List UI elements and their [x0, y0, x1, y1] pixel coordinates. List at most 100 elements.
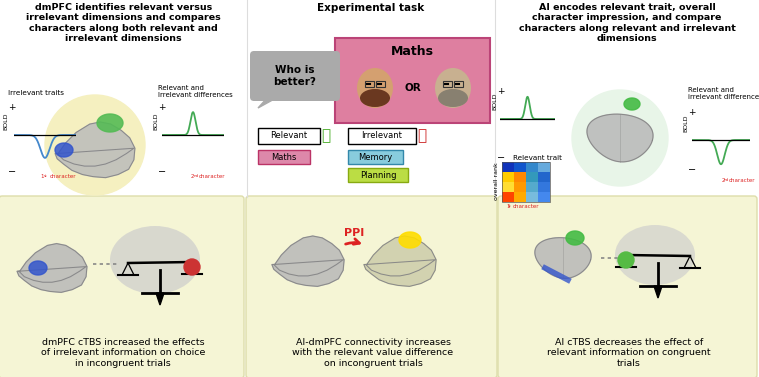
- Text: BOLD: BOLD: [153, 112, 159, 130]
- Bar: [502, 162, 514, 172]
- Circle shape: [45, 95, 145, 195]
- Text: Relevant trait: Relevant trait: [513, 155, 562, 161]
- Polygon shape: [258, 97, 278, 108]
- Bar: [258, 128, 320, 144]
- Text: 2: 2: [722, 178, 726, 183]
- Text: character: character: [729, 178, 755, 183]
- Bar: [502, 182, 514, 192]
- Text: character: character: [199, 174, 225, 179]
- Text: nd: nd: [194, 174, 200, 178]
- Text: +: +: [688, 108, 695, 117]
- Bar: [348, 150, 403, 164]
- Text: +: +: [8, 103, 15, 112]
- Text: 2: 2: [191, 174, 194, 179]
- Bar: [502, 192, 514, 202]
- Text: dmPFC identifies relevant versus
irrelevant dimensions and compares
characters a: dmPFC identifies relevant versus irrelev…: [26, 3, 221, 43]
- Bar: [348, 128, 416, 144]
- Polygon shape: [535, 238, 591, 278]
- Polygon shape: [55, 143, 73, 157]
- Text: PPI: PPI: [344, 228, 364, 238]
- Text: Experimental task: Experimental task: [317, 3, 424, 13]
- Text: −: −: [158, 167, 166, 177]
- Text: OR: OR: [405, 83, 421, 93]
- Ellipse shape: [357, 68, 393, 108]
- Text: +: +: [158, 103, 165, 112]
- Text: st: st: [44, 174, 48, 178]
- Ellipse shape: [360, 89, 390, 107]
- Bar: [348, 168, 408, 182]
- Bar: [526, 172, 538, 182]
- Bar: [514, 182, 526, 192]
- Text: Relevant and
irrelevant differences: Relevant and irrelevant differences: [688, 87, 759, 100]
- Text: AI cTBS decreases the effect of
relevant information on congruent
trials: AI cTBS decreases the effect of relevant…: [547, 338, 711, 368]
- Polygon shape: [399, 232, 421, 248]
- Bar: [502, 162, 550, 202]
- Circle shape: [572, 90, 668, 186]
- Bar: [258, 150, 310, 164]
- Polygon shape: [272, 236, 344, 287]
- Text: AI encodes relevant trait, overall
character impression, and compare
characters : AI encodes relevant trait, overall chara…: [518, 3, 735, 43]
- FancyBboxPatch shape: [498, 196, 757, 377]
- Text: 👍: 👍: [322, 129, 331, 144]
- Polygon shape: [156, 293, 164, 305]
- Polygon shape: [55, 122, 135, 178]
- Bar: [443, 81, 452, 87]
- Polygon shape: [364, 236, 436, 287]
- Text: dmPFC cTBS increased the effects
of irrelevant information on choice
in incongru: dmPFC cTBS increased the effects of irre…: [41, 338, 205, 368]
- Text: Who is
better?: Who is better?: [273, 65, 317, 87]
- Bar: [454, 81, 463, 87]
- Text: 1: 1: [506, 204, 509, 209]
- Text: Memory: Memory: [358, 153, 392, 161]
- Polygon shape: [17, 244, 87, 292]
- FancyBboxPatch shape: [0, 196, 244, 377]
- Bar: [514, 172, 526, 182]
- Text: AI-dmPFC connectivity increases
with the relevant value difference
on incongruen: AI-dmPFC connectivity increases with the…: [292, 338, 454, 368]
- Bar: [502, 172, 514, 182]
- Polygon shape: [97, 114, 123, 132]
- Bar: [538, 162, 550, 172]
- Text: +: +: [497, 87, 505, 96]
- Polygon shape: [29, 261, 47, 275]
- Polygon shape: [566, 231, 584, 245]
- Text: st: st: [508, 204, 512, 208]
- Bar: [538, 192, 550, 202]
- Bar: [376, 81, 385, 87]
- Text: character: character: [513, 204, 540, 209]
- Text: character: character: [50, 174, 77, 179]
- Text: −: −: [497, 153, 505, 163]
- Bar: [538, 172, 550, 182]
- Text: Planning: Planning: [360, 170, 396, 179]
- Ellipse shape: [615, 225, 695, 285]
- Ellipse shape: [438, 89, 468, 107]
- Text: nd: nd: [724, 178, 729, 182]
- Bar: [335, 38, 490, 123]
- Text: Maths: Maths: [390, 45, 433, 58]
- Bar: [526, 192, 538, 202]
- FancyBboxPatch shape: [246, 196, 497, 377]
- Ellipse shape: [435, 68, 471, 108]
- Text: 👎: 👎: [417, 129, 427, 144]
- Bar: [514, 192, 526, 202]
- Text: overall rank: overall rank: [493, 162, 499, 200]
- Text: 1: 1: [40, 174, 44, 179]
- Circle shape: [618, 252, 634, 268]
- Text: Maths: Maths: [271, 153, 297, 161]
- Polygon shape: [587, 114, 653, 162]
- Text: Relevant and
Irrelevant differences: Relevant and Irrelevant differences: [158, 85, 233, 98]
- Bar: [365, 81, 374, 87]
- Text: Relevant: Relevant: [270, 132, 307, 141]
- Bar: [514, 162, 526, 172]
- Text: BOLD: BOLD: [493, 93, 497, 110]
- Circle shape: [184, 259, 200, 275]
- Bar: [526, 182, 538, 192]
- Polygon shape: [654, 286, 662, 298]
- Polygon shape: [624, 98, 640, 110]
- Text: −: −: [8, 167, 16, 177]
- Text: BOLD: BOLD: [4, 112, 8, 130]
- Text: Irrelevant traits: Irrelevant traits: [8, 90, 64, 96]
- Text: Irrelevant: Irrelevant: [361, 132, 402, 141]
- Bar: [538, 182, 550, 192]
- FancyBboxPatch shape: [250, 51, 340, 101]
- Bar: [526, 162, 538, 172]
- Text: −: −: [688, 165, 696, 175]
